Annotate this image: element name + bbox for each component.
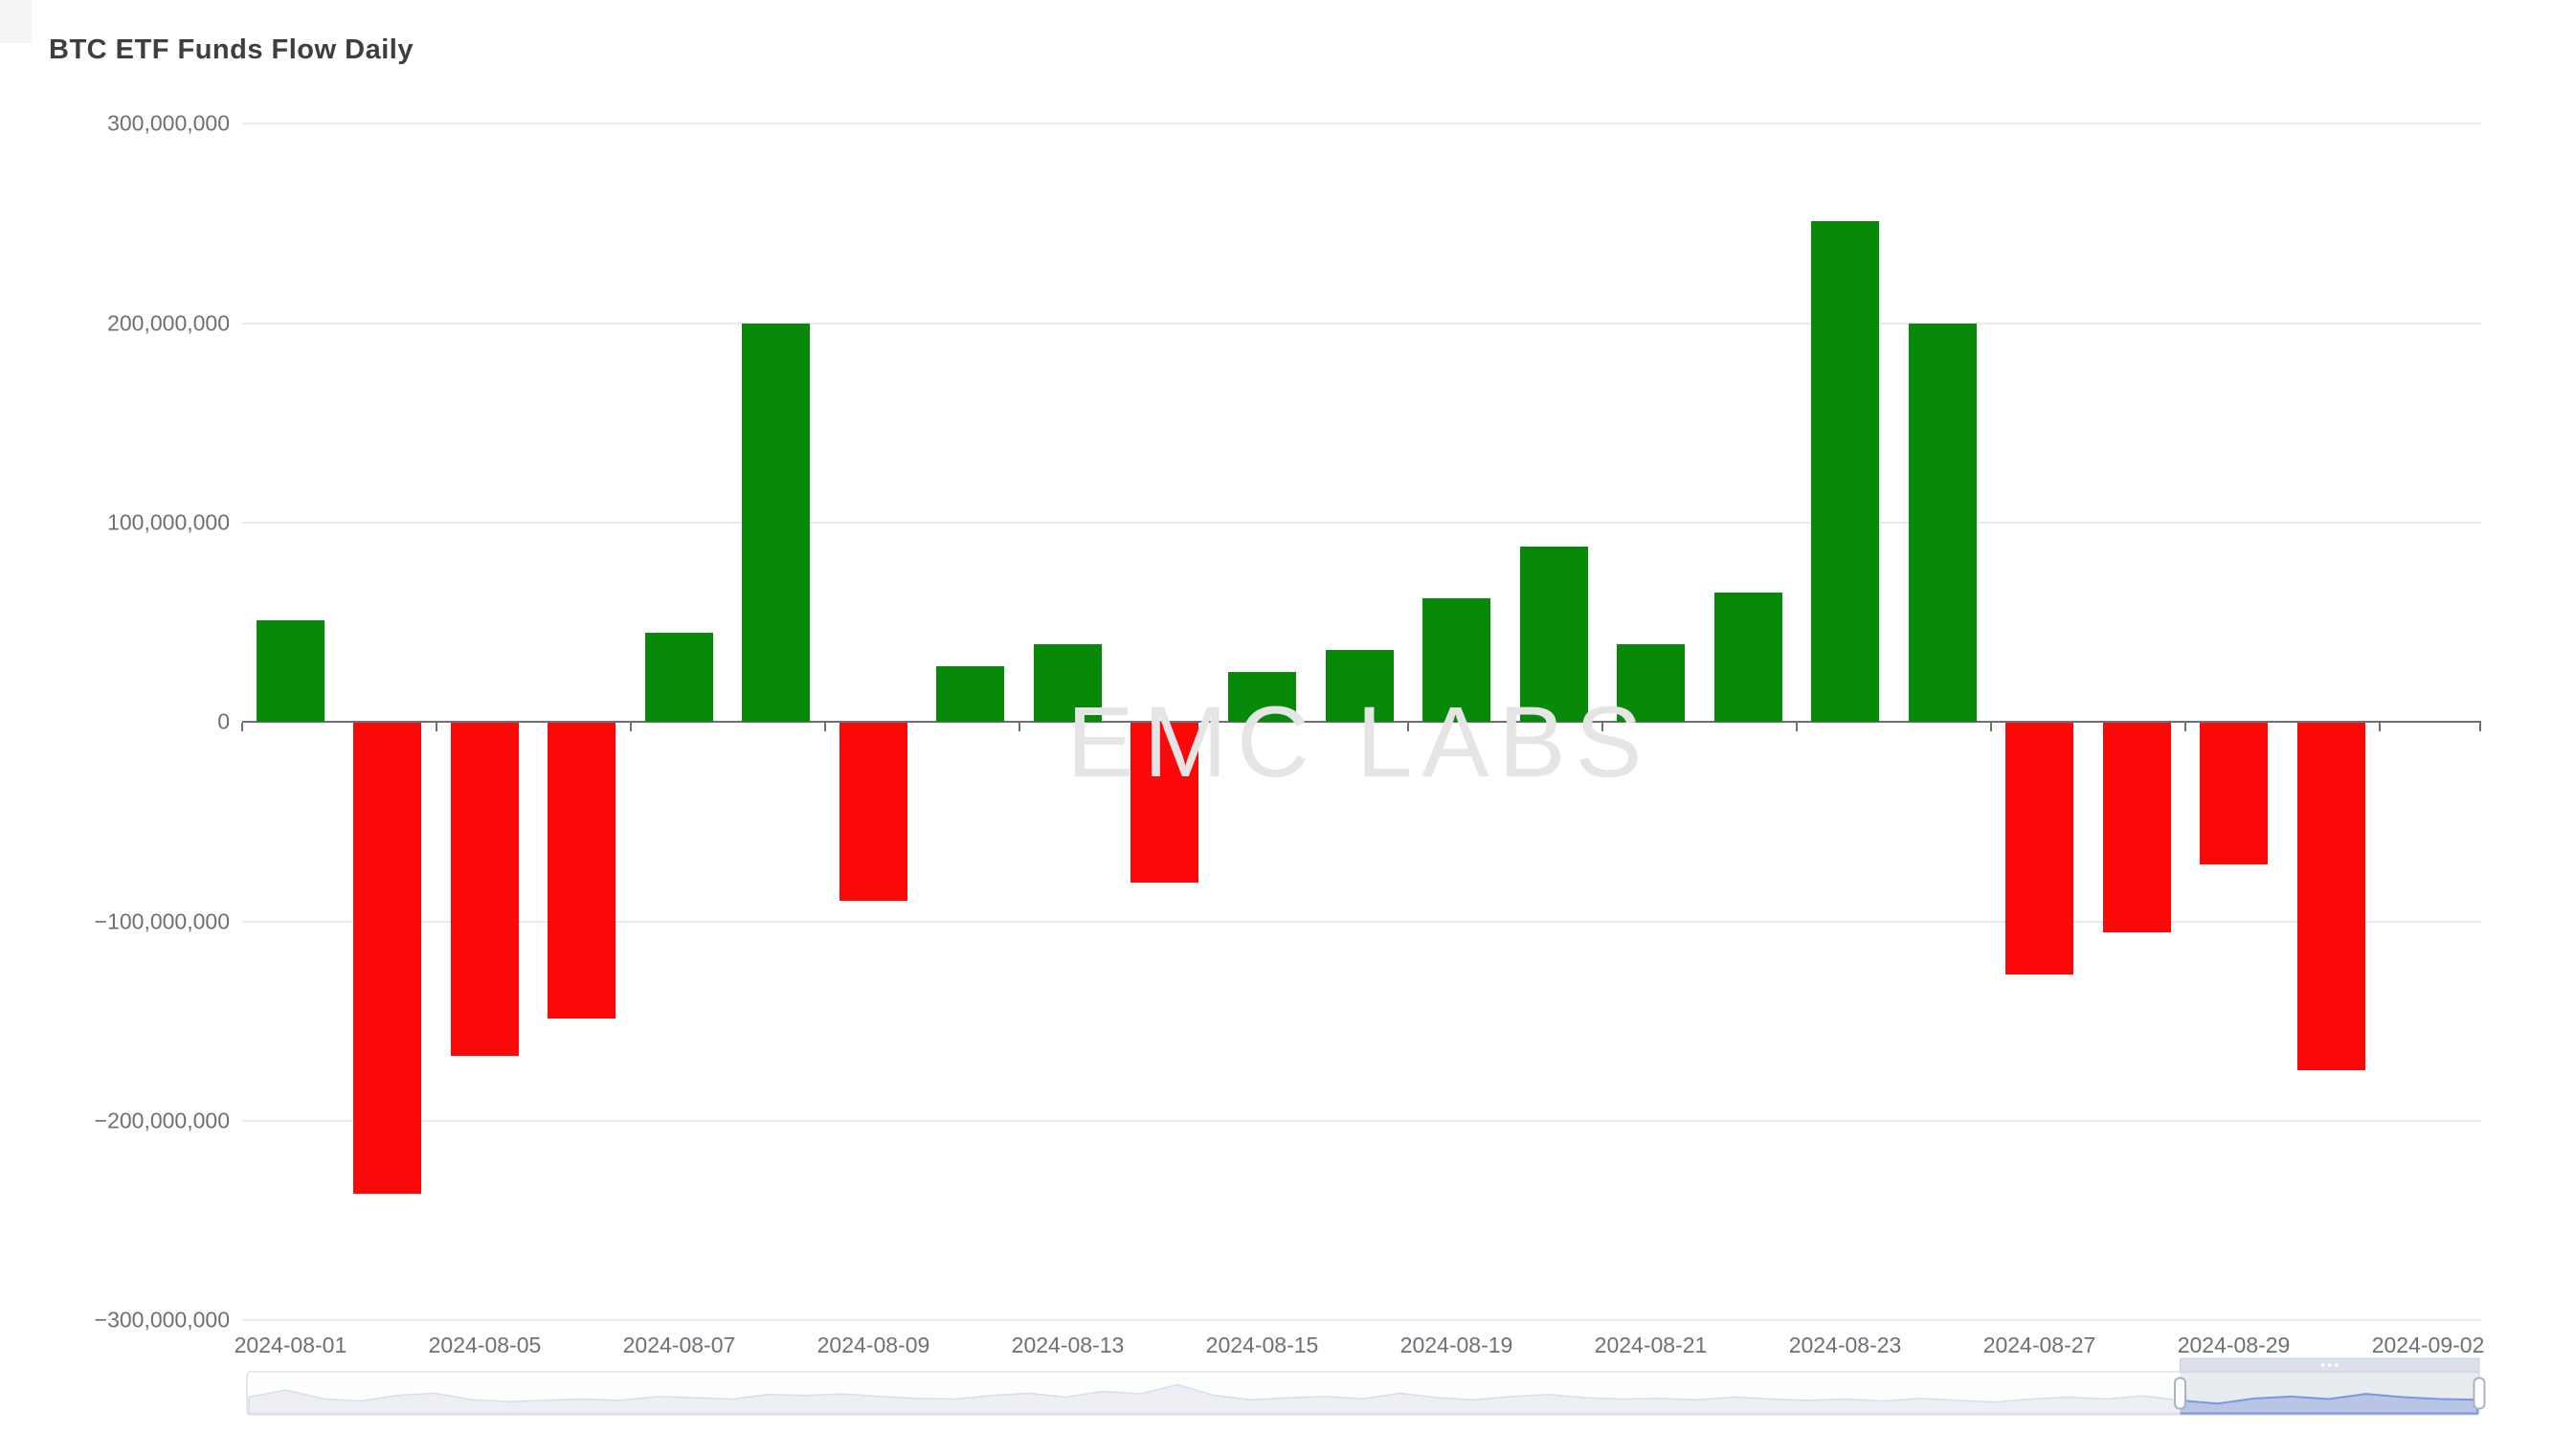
datazoom-right-handle[interactable] [2473,1377,2486,1410]
bar-2024-08-23[interactable] [1811,221,1880,723]
bar-2024-08-13[interactable] [1033,644,1102,723]
bar-2024-08-19[interactable] [1422,598,1490,723]
x-axis-label: 2024-08-13 [1011,1333,1125,1357]
grip-icon [2327,1363,2332,1367]
x-axis-tick [2378,723,2381,732]
x-axis-tick [1601,723,1603,732]
gridline [241,1319,2481,1322]
gridline [241,123,2481,125]
bar-2024-08-06[interactable] [548,723,616,1019]
bar-2024-08-28[interactable] [2102,723,2171,932]
datazoom-selected-window[interactable] [2180,1372,2479,1415]
y-axis-label: 200,000,000 [107,310,230,336]
x-axis-tick [2479,723,2481,732]
x-axis-tick [629,723,632,732]
grip-icon [2320,1363,2325,1367]
x-axis-tick [1018,723,1020,732]
x-axis-label: 2024-09-02 [2371,1333,2485,1357]
bar-2024-08-27[interactable] [2005,723,2074,974]
x-axis-tick [435,723,437,732]
watermark: EMC LABS [1066,686,1652,798]
x-axis-label: 2024-08-29 [2177,1333,2291,1357]
x-axis-label: 2024-08-15 [1205,1333,1319,1357]
bar-2024-08-02[interactable] [353,723,422,1194]
bar-2024-08-21[interactable] [1617,644,1685,723]
y-axis-label: −200,000,000 [94,1108,230,1133]
x-axis-label: 2024-08-07 [622,1333,736,1357]
y-axis-label: 300,000,000 [107,110,230,136]
x-axis-tick [1989,723,1992,732]
x-axis-label: 2024-08-05 [428,1333,542,1357]
bar-2024-08-14[interactable] [1130,723,1199,883]
gridline [241,920,2481,923]
bar-2024-08-30[interactable] [2296,723,2365,1070]
bar-2024-08-01[interactable] [256,620,325,723]
datazoom-shadow [248,1383,2478,1415]
bar-2024-08-05[interactable] [450,723,519,1057]
y-axis-label: 100,000,000 [107,509,230,535]
x-axis-label: 2024-08-19 [1399,1333,1513,1357]
bar-2024-08-07[interactable] [644,632,713,723]
x-axis-line [241,721,2481,724]
x-axis-label: 2024-08-27 [1982,1333,2096,1357]
bar-2024-08-15[interactable] [1227,672,1296,723]
gridline [241,1119,2481,1122]
bar-2024-08-12[interactable] [936,665,1005,723]
gridline [241,522,2481,524]
x-axis-tick [1406,723,1409,732]
bar-2024-08-26[interactable] [1908,323,1977,723]
corner-artifact [0,0,32,43]
x-axis-label: 2024-08-23 [1788,1333,1902,1357]
bar-2024-08-20[interactable] [1519,546,1588,723]
x-axis-tick [823,723,826,732]
x-axis-tick [1795,723,1798,732]
y-axis-label: −300,000,000 [94,1307,230,1333]
y-axis-label: 0 [217,708,230,734]
datazoom-selected-shadow [2180,1393,2478,1415]
x-axis-label: 2024-08-21 [1594,1333,1708,1357]
bar-2024-08-22[interactable] [1713,592,1782,723]
datazoom-slider[interactable] [242,1355,2492,1431]
x-axis-tick [240,723,243,732]
datazoom-left-handle[interactable] [2174,1377,2187,1410]
bar-2024-08-09[interactable] [839,723,907,901]
x-axis-tick [2183,723,2186,732]
x-axis-label: 2024-08-01 [234,1333,347,1357]
chart-title: BTC ETF Funds Flow Daily [49,34,414,65]
bar-2024-08-08[interactable] [742,323,811,723]
bar-2024-08-29[interactable] [2200,723,2269,865]
y-axis-label: −100,000,000 [94,908,230,934]
x-axis-label: 2024-08-09 [817,1333,930,1357]
bar-2024-08-16[interactable] [1325,650,1394,723]
gridline [241,322,2481,325]
x-axis-tick [1212,723,1215,732]
grip-icon [2334,1363,2339,1367]
